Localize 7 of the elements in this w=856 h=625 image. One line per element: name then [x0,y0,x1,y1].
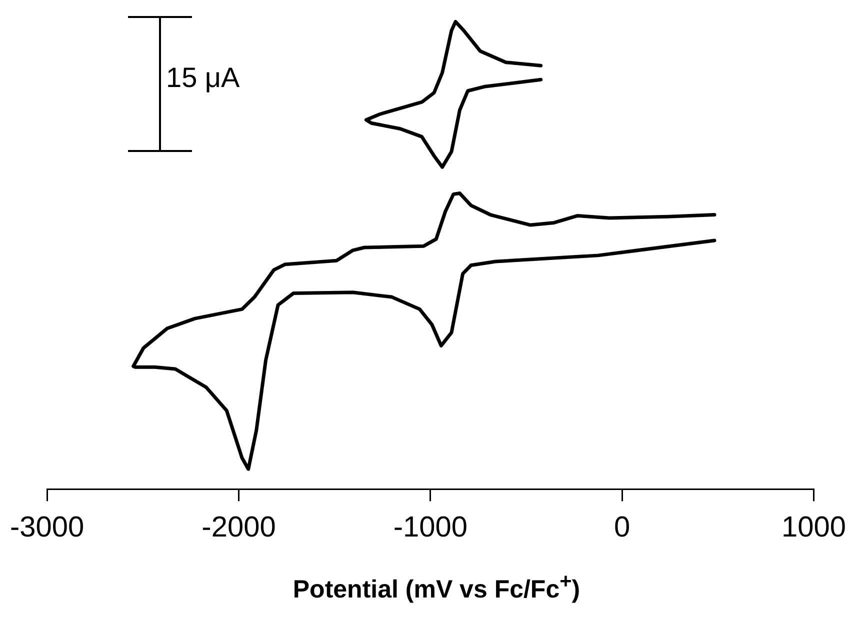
x-tick-label: -1000 [393,512,468,544]
x-axis-title: Potential (mV vs Fc/Fc$^{+}$) [292,570,582,604]
x-tick-label: -3000 [10,512,84,544]
annotation: 15 μA [166,62,240,94]
x-tick-label: 1000 [781,512,846,544]
x-tick-label: 0 [614,512,630,544]
x-tick-label: -2000 [202,512,276,544]
